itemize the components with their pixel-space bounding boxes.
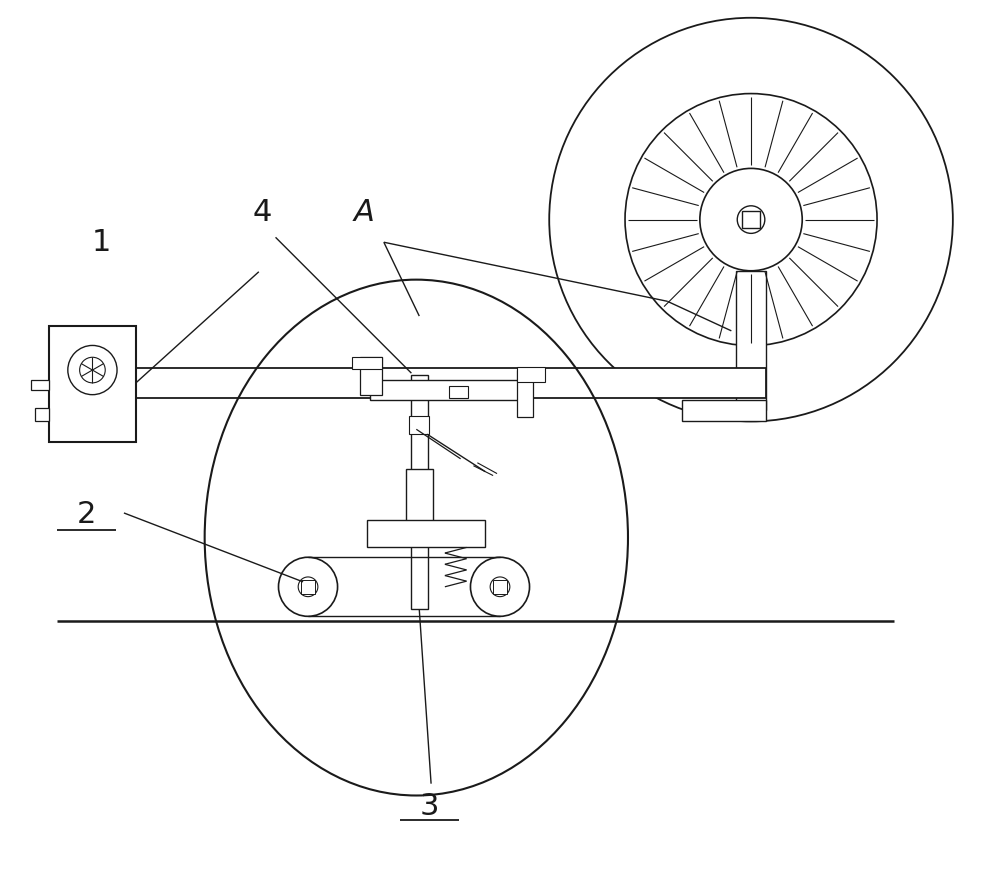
Bar: [406, 468, 433, 527]
Bar: [136, 368, 766, 398]
Bar: [411, 375, 428, 610]
Bar: [367, 519, 485, 547]
Bar: [352, 358, 382, 369]
Bar: [742, 211, 760, 229]
Bar: [49, 326, 136, 442]
Bar: [736, 271, 766, 409]
Circle shape: [470, 557, 530, 616]
Circle shape: [490, 577, 510, 596]
Bar: [517, 370, 533, 417]
Bar: [370, 380, 522, 400]
Bar: [35, 409, 49, 421]
Circle shape: [278, 557, 338, 616]
Text: 2: 2: [77, 501, 96, 529]
Circle shape: [625, 94, 877, 346]
Circle shape: [68, 345, 117, 394]
Text: A: A: [354, 198, 375, 227]
Circle shape: [737, 206, 765, 233]
Circle shape: [80, 358, 105, 383]
Circle shape: [549, 18, 953, 421]
Bar: [449, 386, 468, 398]
Text: 3: 3: [419, 792, 439, 821]
Circle shape: [700, 168, 802, 271]
Bar: [409, 417, 429, 434]
Bar: [493, 580, 507, 594]
Text: 4: 4: [252, 198, 271, 227]
Bar: [301, 580, 315, 594]
Bar: [682, 400, 766, 421]
Bar: [517, 367, 545, 382]
Bar: [360, 358, 382, 395]
Text: 1: 1: [92, 228, 111, 257]
Bar: [31, 380, 49, 390]
Circle shape: [298, 577, 318, 596]
